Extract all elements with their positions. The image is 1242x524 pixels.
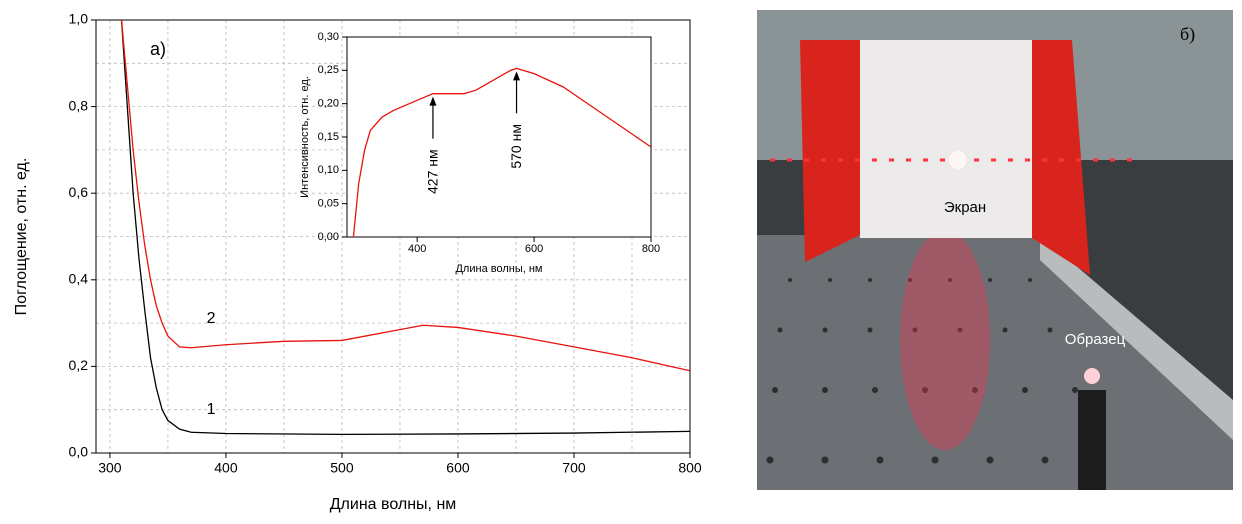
x-tick-label: 600 — [525, 243, 543, 255]
data-line — [120, 20, 690, 372]
y-tick-label: 0,00 — [318, 231, 339, 243]
data-line — [120, 20, 690, 436]
sample — [1084, 368, 1100, 384]
y-tick-label: 0,25 — [318, 64, 339, 76]
y-tick-label: 0,6 — [69, 184, 89, 200]
panel-label: б) — [1180, 24, 1195, 45]
x-tick-label: 800 — [678, 460, 702, 476]
table — [757, 235, 1233, 490]
x-tick-label: 700 — [562, 460, 586, 476]
photo-label: Образец — [1065, 331, 1126, 348]
x-axis-label: Длина волны, нм — [455, 263, 542, 275]
laser-glow — [900, 230, 990, 450]
y-tick-label: 0,0 — [69, 444, 89, 460]
screen-left — [800, 40, 860, 262]
annotation-label: 427 нм — [425, 149, 441, 194]
y-axis-label: Интенсивность, отн. ед. — [299, 76, 311, 198]
panel-label: а) — [150, 39, 166, 59]
y-tick-label: 1,0 — [69, 11, 89, 27]
y-tick-label: 0,30 — [318, 31, 339, 43]
screen — [860, 40, 1032, 238]
inset-bg — [347, 37, 651, 237]
x-tick-label: 800 — [642, 243, 660, 255]
arrow-head — [429, 96, 437, 106]
table-holes — [766, 278, 1078, 464]
y-tick-label: 0,20 — [318, 98, 339, 110]
x-tick-label: 600 — [446, 460, 470, 476]
x-tick-label: 400 — [214, 460, 238, 476]
x-axis-label: Длина волны, нм — [330, 496, 457, 513]
screen-right — [1032, 40, 1090, 275]
y-tick-label: 0,8 — [69, 97, 89, 113]
y-axis-label: Поглощение, отн. ед. — [13, 158, 30, 316]
curve-label: 2 — [207, 310, 216, 327]
y-tick-label: 0,4 — [69, 271, 89, 287]
annotation-label: 570 нм — [508, 124, 524, 169]
photo-label: Экран — [944, 199, 986, 216]
y-tick-label: 0,10 — [318, 164, 339, 176]
photo: б) Экран Образец — [757, 10, 1233, 490]
data-line — [352, 67, 651, 237]
y-tick-label: 0,15 — [318, 131, 339, 143]
plot-frame — [95, 19, 691, 454]
y-tick-label: 0,2 — [69, 357, 89, 373]
x-tick-label: 500 — [330, 460, 354, 476]
sample-holder — [1078, 390, 1106, 490]
x-tick-label: 400 — [408, 243, 426, 255]
curve-label: 1 — [207, 401, 216, 418]
arrow-head — [513, 71, 521, 81]
y-tick-label: 0,05 — [318, 198, 339, 210]
laser-center — [949, 151, 967, 169]
x-tick-label: 300 — [98, 460, 122, 476]
table-edge — [1040, 235, 1233, 440]
